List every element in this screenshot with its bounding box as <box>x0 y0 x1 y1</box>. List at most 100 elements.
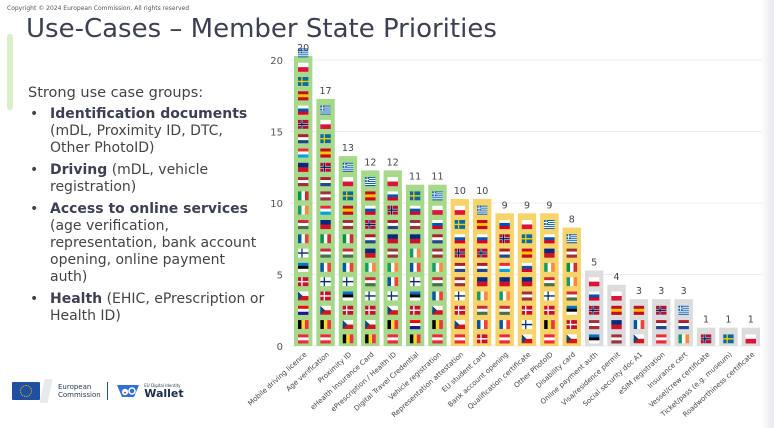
flag-icon-pl <box>432 205 443 215</box>
logo-divider <box>106 382 109 400</box>
flag-icon-at <box>320 334 331 344</box>
flag-icon-pl <box>454 205 466 215</box>
flag-icon-pl <box>745 334 756 344</box>
list-item: • Health (EHIC, ePrescription or Health I… <box>28 291 266 325</box>
flag-icon-dk <box>454 305 466 315</box>
flag-icon-nl <box>499 248 510 258</box>
data-label: 5 <box>591 258 597 269</box>
flag-icon-be <box>365 334 376 344</box>
flag-icon-se <box>521 234 533 244</box>
flag-icon-li <box>365 248 376 258</box>
flag-icon-it <box>342 234 354 244</box>
bullet: • <box>30 201 39 217</box>
wallet-title: Wallet <box>144 386 184 400</box>
bar-group <box>741 327 760 346</box>
flag-icon-fi <box>387 291 398 301</box>
group-detail: (mDL, Proximity ID, DTC, Other PhotoID) <box>50 123 223 156</box>
flag-icon-at <box>432 334 443 344</box>
bar-group <box>473 199 492 346</box>
bar-group <box>405 184 425 346</box>
ec-logo-text: European Commission <box>58 383 101 399</box>
data-label: 8 <box>569 215 575 226</box>
bullet: • <box>30 291 39 307</box>
flag-icon-nl <box>387 220 398 230</box>
wallet-subtitle: EU Digital Identity <box>144 382 181 388</box>
data-label: 11 <box>409 172 421 183</box>
bar-group <box>495 213 514 346</box>
flag-icon-si <box>454 234 466 244</box>
flag-icon-ie <box>298 205 309 215</box>
flag-icon-no <box>454 248 466 258</box>
flag-icon-se <box>320 134 331 144</box>
flag-icon-fi <box>320 277 331 287</box>
footer-logos: European Commission EU Digital Identity … <box>6 378 184 404</box>
flag-icon-lu <box>298 148 309 158</box>
flag-icon-lv <box>387 248 398 258</box>
flag-icon-no <box>700 334 712 344</box>
group-detail: (mDL, vehicle registration) <box>50 162 209 195</box>
flag-icon-li <box>499 277 510 287</box>
flag-icon-no <box>298 119 309 129</box>
flag-icon-no <box>365 220 376 229</box>
flag-icon-si <box>432 220 443 230</box>
group-name: Identification documents <box>50 106 248 122</box>
flag-icon-es <box>477 220 488 230</box>
data-label: 10 <box>454 186 466 197</box>
flag-icon-dk <box>342 305 354 315</box>
bar-group <box>562 227 581 346</box>
flag-icon-fi <box>342 277 354 287</box>
data-label: 11 <box>431 172 443 183</box>
bar-group <box>294 48 313 346</box>
flag-icon-es <box>320 148 331 158</box>
flag-icon-si <box>499 220 510 230</box>
flag-icon-ee <box>342 291 354 301</box>
flag-icon-hu <box>432 277 443 287</box>
flag-icon-fi <box>544 291 555 301</box>
flag-icon-dk <box>365 305 376 315</box>
flag-icon-ie <box>499 291 511 301</box>
group-name: Health <box>50 291 103 307</box>
data-label: 1 <box>725 315 731 326</box>
flag-icon-lu <box>499 262 510 272</box>
flag-icon-no <box>387 205 398 215</box>
flag-icon-nl <box>477 262 488 272</box>
flag-icon-hu <box>544 277 555 287</box>
flag-icon-pl <box>342 177 354 187</box>
flag-icon-li <box>387 234 398 244</box>
flag-icon-pl <box>320 119 331 129</box>
page-title: Use-Cases – Member State Priorities <box>26 14 497 44</box>
flag-icon-gr <box>566 234 577 244</box>
bar-group <box>540 213 559 346</box>
y-tick-label: 10 <box>270 199 283 210</box>
flag-icon-pl <box>588 277 600 287</box>
data-label: 3 <box>681 286 687 297</box>
flag-icon-no <box>499 234 510 244</box>
flag-icon-it <box>566 262 578 272</box>
flag-icon-nl <box>454 262 466 272</box>
flag-icon-no <box>656 305 667 315</box>
data-label: 12 <box>364 157 376 168</box>
y-tick-label: 20 <box>270 56 283 67</box>
flag-icon-lv <box>342 220 354 230</box>
y-tick-label: 15 <box>270 128 283 139</box>
flag-icon-pl <box>521 220 533 230</box>
flag-icon-si <box>544 234 555 244</box>
flag-icon-cz <box>298 291 309 301</box>
flag-icon-si <box>387 191 398 201</box>
flag-icon-fi <box>454 291 466 301</box>
list-item: • Identification documents (mDL, Proximit… <box>28 106 266 157</box>
flag-icon-se <box>723 334 734 344</box>
flag-icon-ie <box>678 334 690 344</box>
flag-icon-fr <box>320 262 331 272</box>
flag-icon-nl <box>656 320 667 330</box>
flag-icon-nl <box>678 320 689 330</box>
bullet: • <box>30 162 39 178</box>
flag-icon-it <box>298 191 309 201</box>
flag-icon-be <box>387 320 399 329</box>
bar-group <box>674 299 693 346</box>
intro-text: Strong use case groups: <box>28 85 204 101</box>
flag-icon-cz <box>521 334 533 344</box>
flag-icon-pl <box>611 291 622 301</box>
flag-icon-gr <box>298 48 309 58</box>
